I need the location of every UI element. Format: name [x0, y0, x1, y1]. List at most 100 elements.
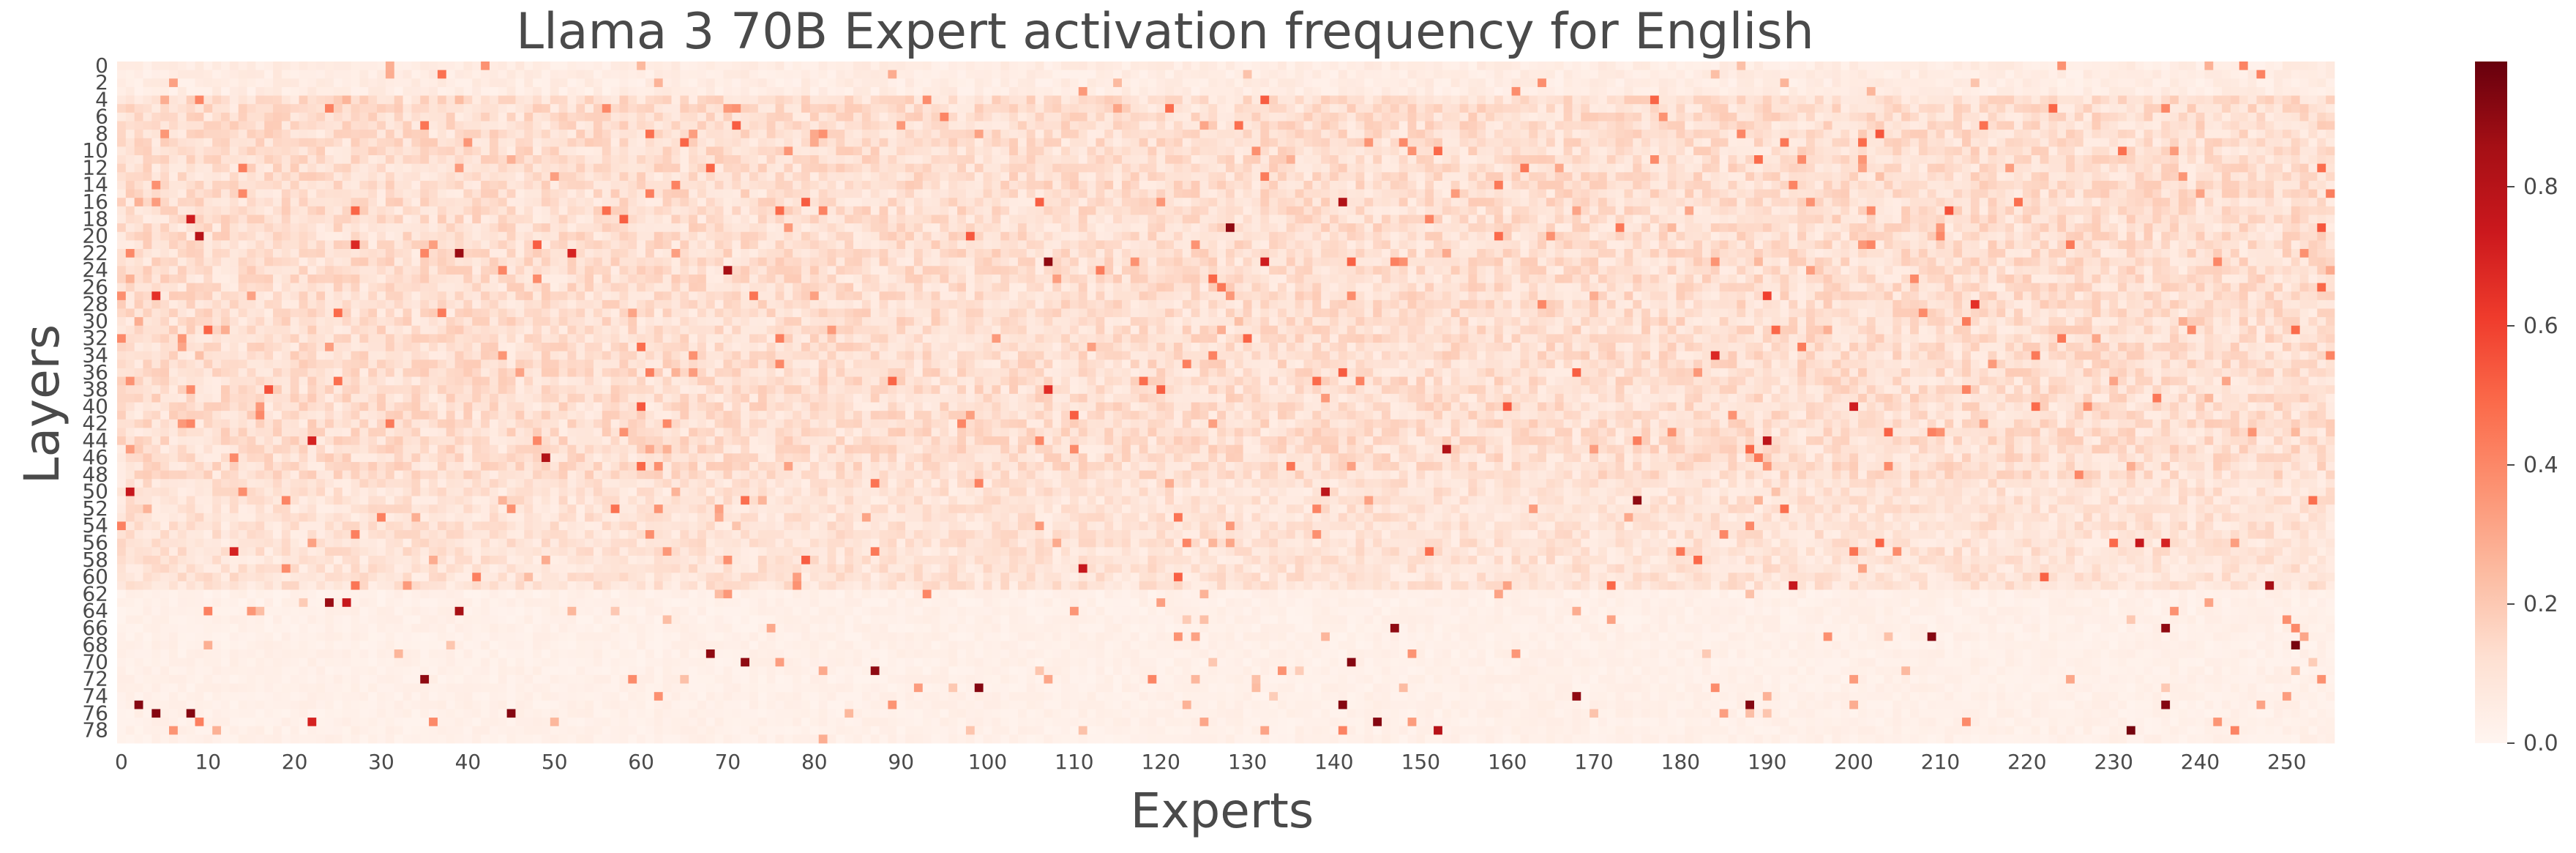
heatmap-cell: [2127, 104, 2135, 113]
heatmap-cell: [1338, 215, 1347, 223]
heatmap-cell: [1382, 87, 1390, 96]
heatmap-cell: [2032, 130, 2040, 138]
heatmap-cell: [845, 62, 853, 70]
heatmap-cell: [524, 138, 533, 147]
heatmap-cell: [273, 223, 282, 232]
heatmap-cell: [1797, 138, 1806, 147]
heatmap-cell: [342, 104, 351, 113]
heatmap-cell: [1572, 104, 1581, 113]
heatmap-cell: [160, 155, 169, 164]
heatmap-cell: [1425, 70, 1434, 79]
heatmap-cell: [758, 104, 767, 113]
heatmap-cell: [1685, 138, 1693, 147]
heatmap-cell: [1416, 70, 1425, 79]
heatmap-cell: [403, 190, 412, 198]
heatmap-cell: [2005, 138, 2014, 147]
heatmap-cell: [1347, 78, 1356, 87]
heatmap-cell: [1295, 146, 1304, 155]
heatmap-cell: [2283, 164, 2291, 173]
heatmap-cell: [2179, 215, 2187, 223]
heatmap-cell: [1243, 198, 1252, 206]
heatmap-cell: [446, 121, 455, 130]
heatmap-cell: [1321, 155, 1330, 164]
heatmap-cell: [403, 70, 412, 79]
heatmap-cell: [212, 70, 221, 79]
heatmap-cell: [1815, 87, 1824, 96]
heatmap-cell: [594, 62, 602, 70]
heatmap-cell: [2118, 146, 2127, 155]
heatmap-cell: [1720, 215, 1729, 223]
heatmap-cell: [1113, 96, 1122, 105]
heatmap-cell: [801, 172, 810, 181]
heatmap-cell: [776, 96, 785, 105]
heatmap-cell: [1399, 70, 1408, 79]
heatmap-cell: [2256, 104, 2265, 113]
heatmap-cell: [126, 138, 135, 147]
heatmap-cell: [801, 87, 810, 96]
heatmap-cell: [247, 87, 256, 96]
heatmap-cell: [1546, 172, 1555, 181]
heatmap-cell: [1460, 62, 1469, 70]
heatmap-cell: [221, 155, 230, 164]
heatmap-cell: [1564, 172, 1573, 181]
heatmap-cell: [282, 155, 291, 164]
heatmap-cell: [307, 215, 316, 223]
heatmap-cell: [1659, 155, 1668, 164]
heatmap-cell: [992, 96, 1000, 105]
heatmap-cell: [1728, 138, 1737, 147]
heatmap-cell: [368, 215, 377, 223]
heatmap-cell: [1876, 70, 1884, 79]
heatmap-cell: [2066, 113, 2075, 122]
heatmap-cell: [732, 172, 741, 181]
heatmap-cell: [602, 181, 611, 190]
heatmap-cell: [1702, 87, 1711, 96]
heatmap-cell: [1191, 198, 1200, 206]
heatmap-cell: [896, 113, 905, 122]
heatmap-cell: [2032, 62, 2040, 70]
heatmap-cell: [1910, 172, 1919, 181]
heatmap-cell: [1529, 78, 1538, 87]
heatmap-cell: [984, 62, 992, 70]
heatmap-cell: [2196, 70, 2205, 79]
heatmap-cell: [1390, 146, 1399, 155]
heatmap-cell: [2109, 130, 2118, 138]
heatmap-cell: [1598, 78, 1607, 87]
heatmap-cell: [1598, 138, 1607, 147]
heatmap-cell: [264, 62, 273, 70]
heatmap-cell: [2222, 104, 2231, 113]
heatmap-cell: [2144, 62, 2153, 70]
heatmap-cell: [828, 164, 836, 173]
heatmap-cell: [1494, 121, 1503, 130]
heatmap-cell: [853, 181, 862, 190]
heatmap-cell: [932, 223, 940, 232]
heatmap-cell: [2109, 155, 2118, 164]
heatmap-cell: [880, 121, 888, 130]
heatmap-cell: [637, 155, 645, 164]
heatmap-cell: [1408, 78, 1417, 87]
heatmap-cell: [1356, 62, 1365, 70]
heatmap-cell: [628, 70, 637, 79]
heatmap-cell: [1876, 78, 1884, 87]
heatmap-cell: [741, 78, 749, 87]
heatmap-cell: [2118, 190, 2127, 198]
heatmap-cell: [282, 172, 291, 181]
heatmap-cell: [1728, 190, 1737, 198]
heatmap-cell: [1616, 138, 1625, 147]
heatmap-cell: [1156, 104, 1165, 113]
heatmap-cell: [1330, 164, 1338, 173]
heatmap-cell: [1529, 181, 1538, 190]
heatmap-cell: [2291, 172, 2300, 181]
heatmap-cell: [420, 87, 429, 96]
heatmap-cell: [1806, 96, 1815, 105]
heatmap-cell: [351, 70, 360, 79]
heatmap-cell: [2196, 121, 2205, 130]
heatmap-cell: [957, 215, 966, 223]
heatmap-cell: [542, 104, 550, 113]
heatmap-cell: [1806, 172, 1815, 181]
heatmap-cell: [914, 223, 923, 232]
heatmap-cell: [559, 155, 568, 164]
heatmap-cell: [2083, 181, 2092, 190]
heatmap-cell: [836, 121, 845, 130]
heatmap-cell: [1520, 206, 1529, 215]
heatmap-cell: [1113, 113, 1122, 122]
